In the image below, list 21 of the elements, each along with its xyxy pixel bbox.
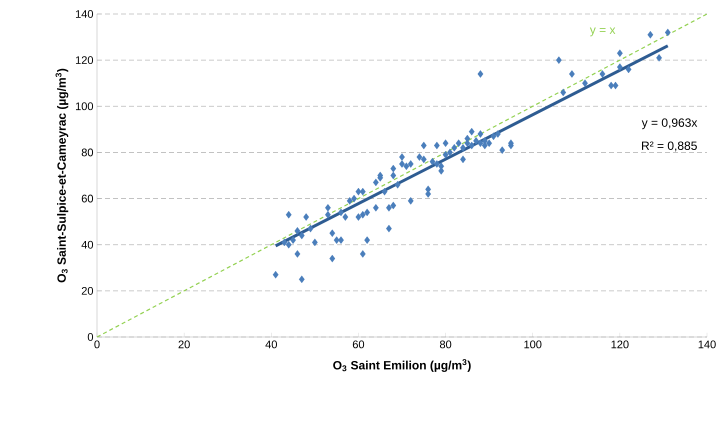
text: O$_{3}$ Saint Emilion (µg/m$^{3}$) [333, 359, 471, 372]
x-tick-label: 60 [352, 340, 364, 348]
x-tick-label: 80 [440, 340, 452, 348]
series-label: y = x [590, 28, 616, 36]
x-tick-label: 40 [265, 340, 277, 348]
annotation: R² = 0,885 [642, 141, 697, 152]
y-tick-label: 120 [76, 56, 94, 64]
y-tick-label: 0 [88, 333, 94, 341]
y-tick-label: 140 [76, 10, 94, 18]
annotation: y = 0,963x [642, 118, 698, 130]
x-tick-label: 0 [94, 340, 100, 348]
x-tick-label: 120 [612, 340, 629, 348]
y-tick-label: 80 [82, 148, 94, 156]
y-tick-label: 40 [81, 240, 94, 249]
x-tick-label: 100 [524, 340, 542, 348]
text: O$_{3}$ Saint-Sulpice-et-Cameyrac (µg/m$^{3}$) [56, 68, 68, 282]
y-tick-label: 60 [82, 194, 94, 202]
x-tick-label: 140 [698, 340, 716, 348]
y-tick-label: 20 [82, 286, 94, 295]
x-tick-label: 20 [178, 340, 190, 348]
y-tick-label: 100 [76, 102, 94, 110]
